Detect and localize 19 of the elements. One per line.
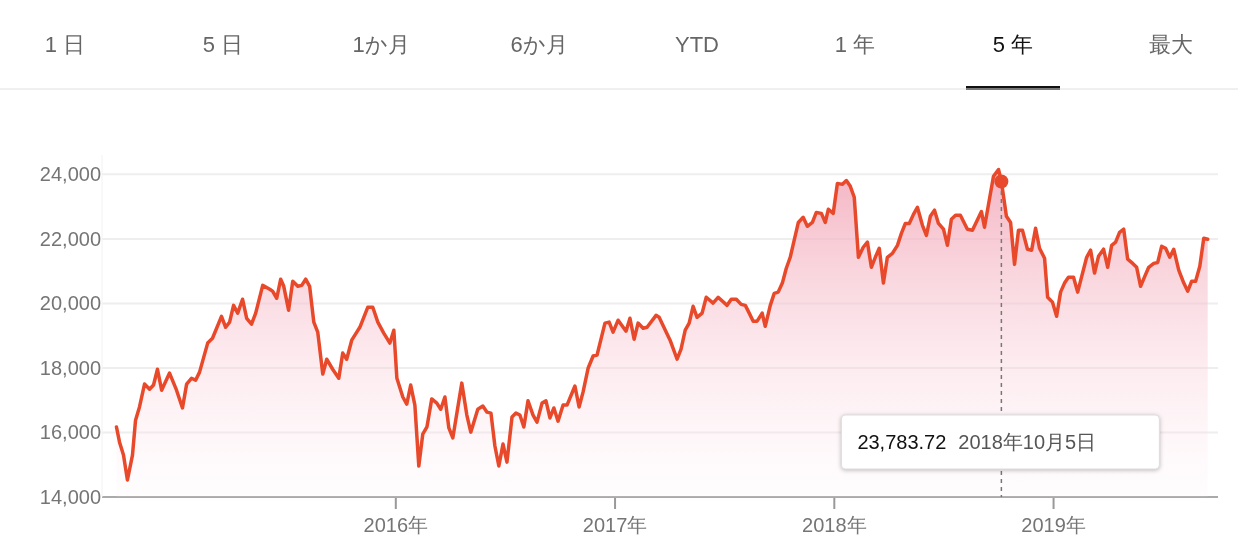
y-tick-label: 24,000 <box>39 163 101 186</box>
y-tick-label: 18,000 <box>39 356 101 379</box>
text: 5 年 <box>992 32 1034 57</box>
y-tick-label: 14,000 <box>39 486 101 508</box>
annotation: 23,783.72 2018年10月5日 <box>857 431 1097 453</box>
text: 5 日 <box>202 32 244 57</box>
text: 1 年 <box>834 32 876 57</box>
x-tick-label: 2016年 <box>363 514 429 536</box>
x-tick-label: 2019年 <box>1021 514 1086 536</box>
text: 最大 <box>1149 32 1193 57</box>
text: 1 日 <box>44 32 86 57</box>
x-tick-label: 2017年 <box>582 514 648 536</box>
y-tick-label: 16,000 <box>39 421 101 444</box>
text: 6か月 <box>510 32 568 57</box>
text: 1か月 <box>352 32 410 57</box>
y-tick-label: 22,000 <box>39 227 101 250</box>
y-tick-label: 20,000 <box>39 292 101 315</box>
x-tick-label: 2018年 <box>802 514 867 536</box>
text: YTD <box>675 32 719 57</box>
